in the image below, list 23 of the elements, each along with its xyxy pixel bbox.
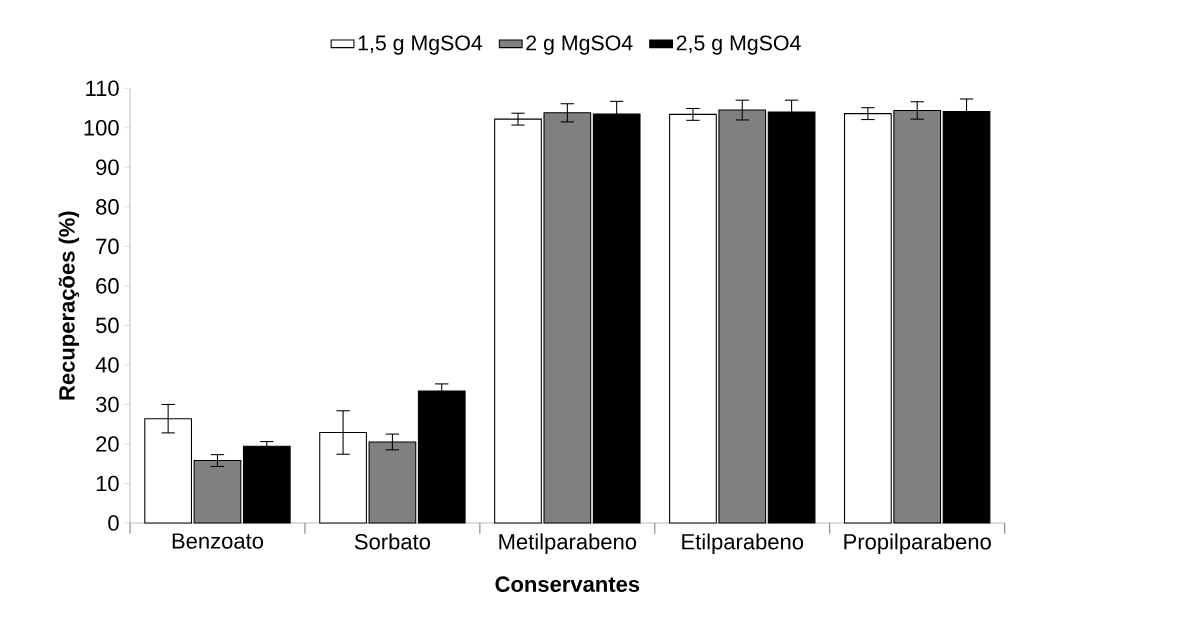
x-tick-label: Sorbato	[354, 533, 431, 550]
legend-label: 2,5 g MgSO4	[676, 35, 801, 55]
legend-label: 1,5 g MgSO4	[358, 35, 483, 55]
y-tick-label: 90	[96, 159, 119, 176]
bar	[242, 445, 291, 524]
y-tick-label: 100	[84, 120, 119, 136]
y-tick-label: 80	[96, 199, 119, 215]
y-tick-label: 0	[108, 515, 119, 531]
x-tick-label: Metilparabeno	[499, 533, 637, 554]
y-tick-label: 40	[95, 357, 119, 373]
y-tick-label: 20	[96, 436, 119, 452]
x-tick-label: Propilparabeno	[844, 533, 991, 554]
legend-label: 2 g MgSO4	[526, 35, 633, 55]
y-tick-label: 110	[86, 80, 119, 97]
x-tick-label: Etilparabeno	[682, 533, 804, 554]
y-tick-label: 70	[96, 238, 119, 255]
x-axis-title: Conservantes	[495, 576, 640, 592]
y-tick-label: 50	[96, 317, 119, 334]
y-axis-title: Recuperações (%)	[58, 211, 80, 400]
x-tick-label: Benzoato	[172, 533, 264, 549]
y-tick-label: 60	[96, 278, 119, 294]
y-tick-label: 30	[95, 396, 119, 413]
y-tick-label: 10	[96, 475, 119, 492]
